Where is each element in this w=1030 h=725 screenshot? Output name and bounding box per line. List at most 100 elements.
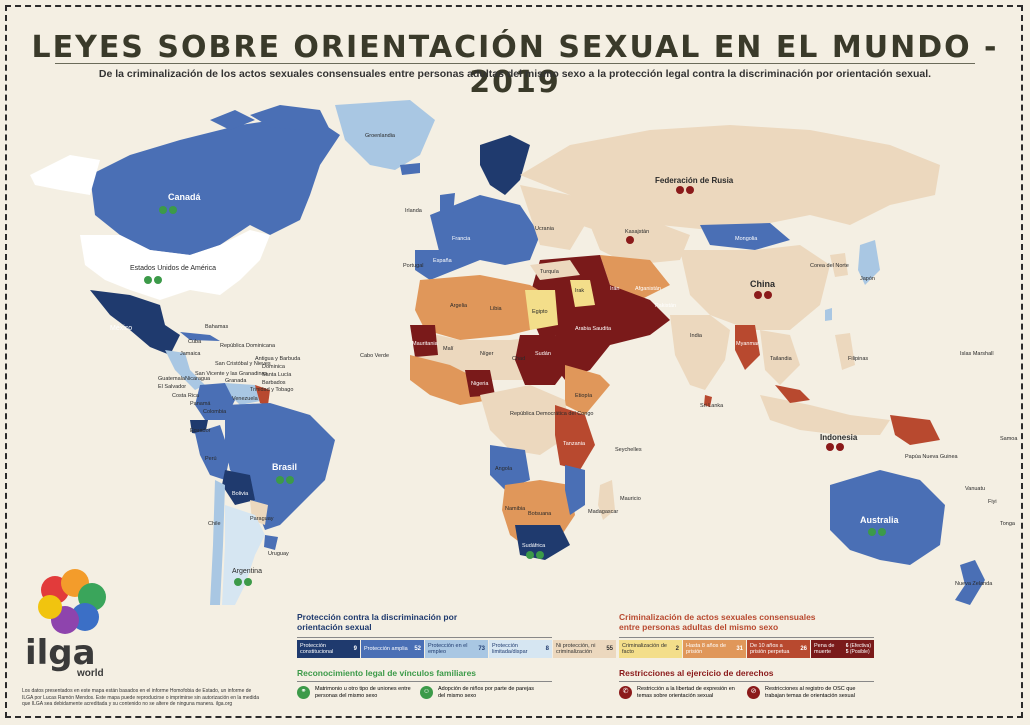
region-europe-west <box>430 195 540 270</box>
region-usa <box>80 230 270 300</box>
label-bolivia: Bolivia <box>232 491 249 497</box>
legend-death-note-a: (Efectiva) <box>849 643 871 649</box>
legend-ten-to-life: De 10 años a prisión perpetua 26 <box>747 640 810 658</box>
logo-sub: world <box>77 668 104 679</box>
legend-limited-count: 8 <box>545 646 549 652</box>
label-tonga: Tonga <box>1000 521 1016 527</box>
region-japan <box>858 240 880 285</box>
label-myanmar: Myanmar <box>736 341 759 347</box>
label-mexico: México <box>110 325 132 332</box>
label-fiji: Fiyi <box>988 499 997 505</box>
label-saudi: Arabia Saudita <box>575 326 612 332</box>
legend-broad: Protección amplia 52 <box>361 640 424 658</box>
label-paraguay: Paraguay <box>250 516 274 522</box>
label-sudan: Sudán <box>535 351 551 357</box>
legend-ten-to-life-label: De 10 años a prisión perpetua <box>750 643 790 655</box>
region-europe-east <box>520 185 585 250</box>
region-turkey <box>530 260 580 280</box>
label-png: Papúa Nueva Guinea <box>905 454 959 460</box>
legend-adoption-label: Adopción de niños por parte de parejas d… <box>438 686 535 699</box>
region-malaysia <box>775 385 810 403</box>
recognition-title: Reconocimiento legal de vínculos familia… <box>297 668 477 678</box>
legend-de-facto: Criminalización de facto 2 <box>619 640 682 658</box>
region-russia <box>520 125 940 235</box>
legend-registration-label: Restricciones al registro de OSC que tra… <box>765 686 856 699</box>
label-peru: Perú <box>205 456 217 462</box>
legend-expression: ✆ Restricción a la libertad de expresión… <box>619 686 744 699</box>
label-samoa: Samoa <box>1000 436 1018 442</box>
label-mauritania: Mauritania <box>412 341 439 347</box>
label-spain: España <box>433 258 453 264</box>
label-iraq: Irak <box>575 288 584 294</box>
label-brasil: Brasil <box>272 462 297 472</box>
label-marshall: Islas Marshall <box>960 351 994 357</box>
label-turkey: Turquía <box>540 269 560 275</box>
legend-up-to-8: Hasta 8 años de prisión 31 <box>683 640 746 658</box>
region-new-zealand <box>955 560 985 605</box>
region-mauritania <box>410 325 438 357</box>
region-png <box>890 415 940 445</box>
legend-limited-label: Protección limitada/dispar <box>492 643 528 655</box>
label-costa-rica: Costa Rica <box>172 393 200 399</box>
label-st-kitts: San Cristóbal y Nieves <box>215 361 271 367</box>
region-india <box>670 315 730 390</box>
label-ukraine: Ucrania <box>535 226 555 232</box>
legend-registration: ⊘ Restricciones al registro de OSC que t… <box>747 686 872 699</box>
legend-up-to-8-count: 31 <box>736 646 743 652</box>
region-mexico <box>90 290 180 355</box>
label-chad: Chad <box>512 356 525 362</box>
legend-constitutional-label: Protección constitucional <box>300 643 334 655</box>
criminal-title: Criminalización de actos sexuales consen… <box>619 612 816 632</box>
rings-icon: ⚭ <box>297 686 310 699</box>
region-mozambique <box>565 465 585 515</box>
disclaimer: Los datos presentados en este mapa están… <box>22 688 260 707</box>
label-uruguay: Uruguay <box>268 551 289 557</box>
label-mongolia: Mongolia <box>735 236 758 242</box>
logo-name: ilga <box>25 633 96 673</box>
region-sri-lanka <box>704 395 712 407</box>
legend-death-label: Pena de muerte <box>814 643 835 655</box>
region-scandinavia <box>480 135 530 195</box>
region-iceland <box>400 163 420 175</box>
legend-expression-label: Restricción a la libertad de expresión e… <box>637 686 735 699</box>
label-ireland: Irlanda <box>405 208 423 214</box>
region-central-africa <box>480 385 570 455</box>
prohibited-icon: ⊘ <box>747 686 760 699</box>
region-iraq <box>570 280 595 307</box>
legend-de-facto-count: 2 <box>675 646 679 652</box>
protection-rule <box>297 637 552 638</box>
label-seychelles: Seychelles <box>615 447 642 453</box>
region-arctic-canada <box>210 105 330 130</box>
region-alaska <box>30 155 100 195</box>
label-st-vincent: San Vicente y las Granadinas <box>195 371 268 377</box>
label-russia: Federación de Rusia <box>655 176 734 185</box>
region-nigeria <box>465 370 495 397</box>
region-indonesia <box>760 395 890 435</box>
title-rule <box>55 63 975 64</box>
region-sudan <box>515 335 570 385</box>
region-korea <box>830 253 848 277</box>
region-canada <box>90 115 340 255</box>
region-taiwan <box>825 308 832 321</box>
markers <box>144 186 886 586</box>
region-iberia <box>415 250 455 280</box>
label-australia: Australia <box>860 515 900 525</box>
map-subtitle: De la criminalización de los actos sexua… <box>98 68 932 80</box>
recognition-rule <box>297 681 552 682</box>
label-indonesia: Indonesia <box>820 433 858 442</box>
label-pakistan: Pakistán <box>655 303 676 309</box>
legend-de-facto-label: Criminalización de facto <box>622 643 667 655</box>
criminal-rule <box>619 637 874 638</box>
label-chile: Chile <box>208 521 221 527</box>
label-greenland: Groenlandia <box>365 133 396 139</box>
region-madagascar <box>598 480 615 520</box>
label-colombia: Colombia <box>203 409 227 415</box>
label-iran: Irán <box>610 286 619 292</box>
label-india: India <box>690 333 703 339</box>
legend-constitutional: Protección constitucional 9 <box>297 640 360 658</box>
label-canada: Canadá <box>168 192 202 202</box>
legend-marriage-label: Matrimonio u otro tipo de uniones entre … <box>315 686 411 699</box>
region-uruguay <box>264 535 278 550</box>
label-el-salvador: El Salvador <box>158 384 186 390</box>
label-venezuela: Venezuela <box>232 396 259 402</box>
